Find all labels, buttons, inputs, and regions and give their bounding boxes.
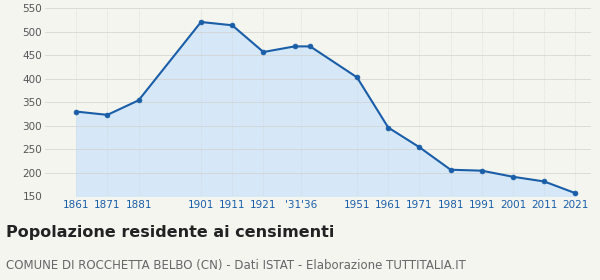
Text: COMUNE DI ROCCHETTA BELBO (CN) - Dati ISTAT - Elaborazione TUTTITALIA.IT: COMUNE DI ROCCHETTA BELBO (CN) - Dati IS… bbox=[6, 259, 466, 272]
Text: Popolazione residente ai censimenti: Popolazione residente ai censimenti bbox=[6, 225, 334, 241]
